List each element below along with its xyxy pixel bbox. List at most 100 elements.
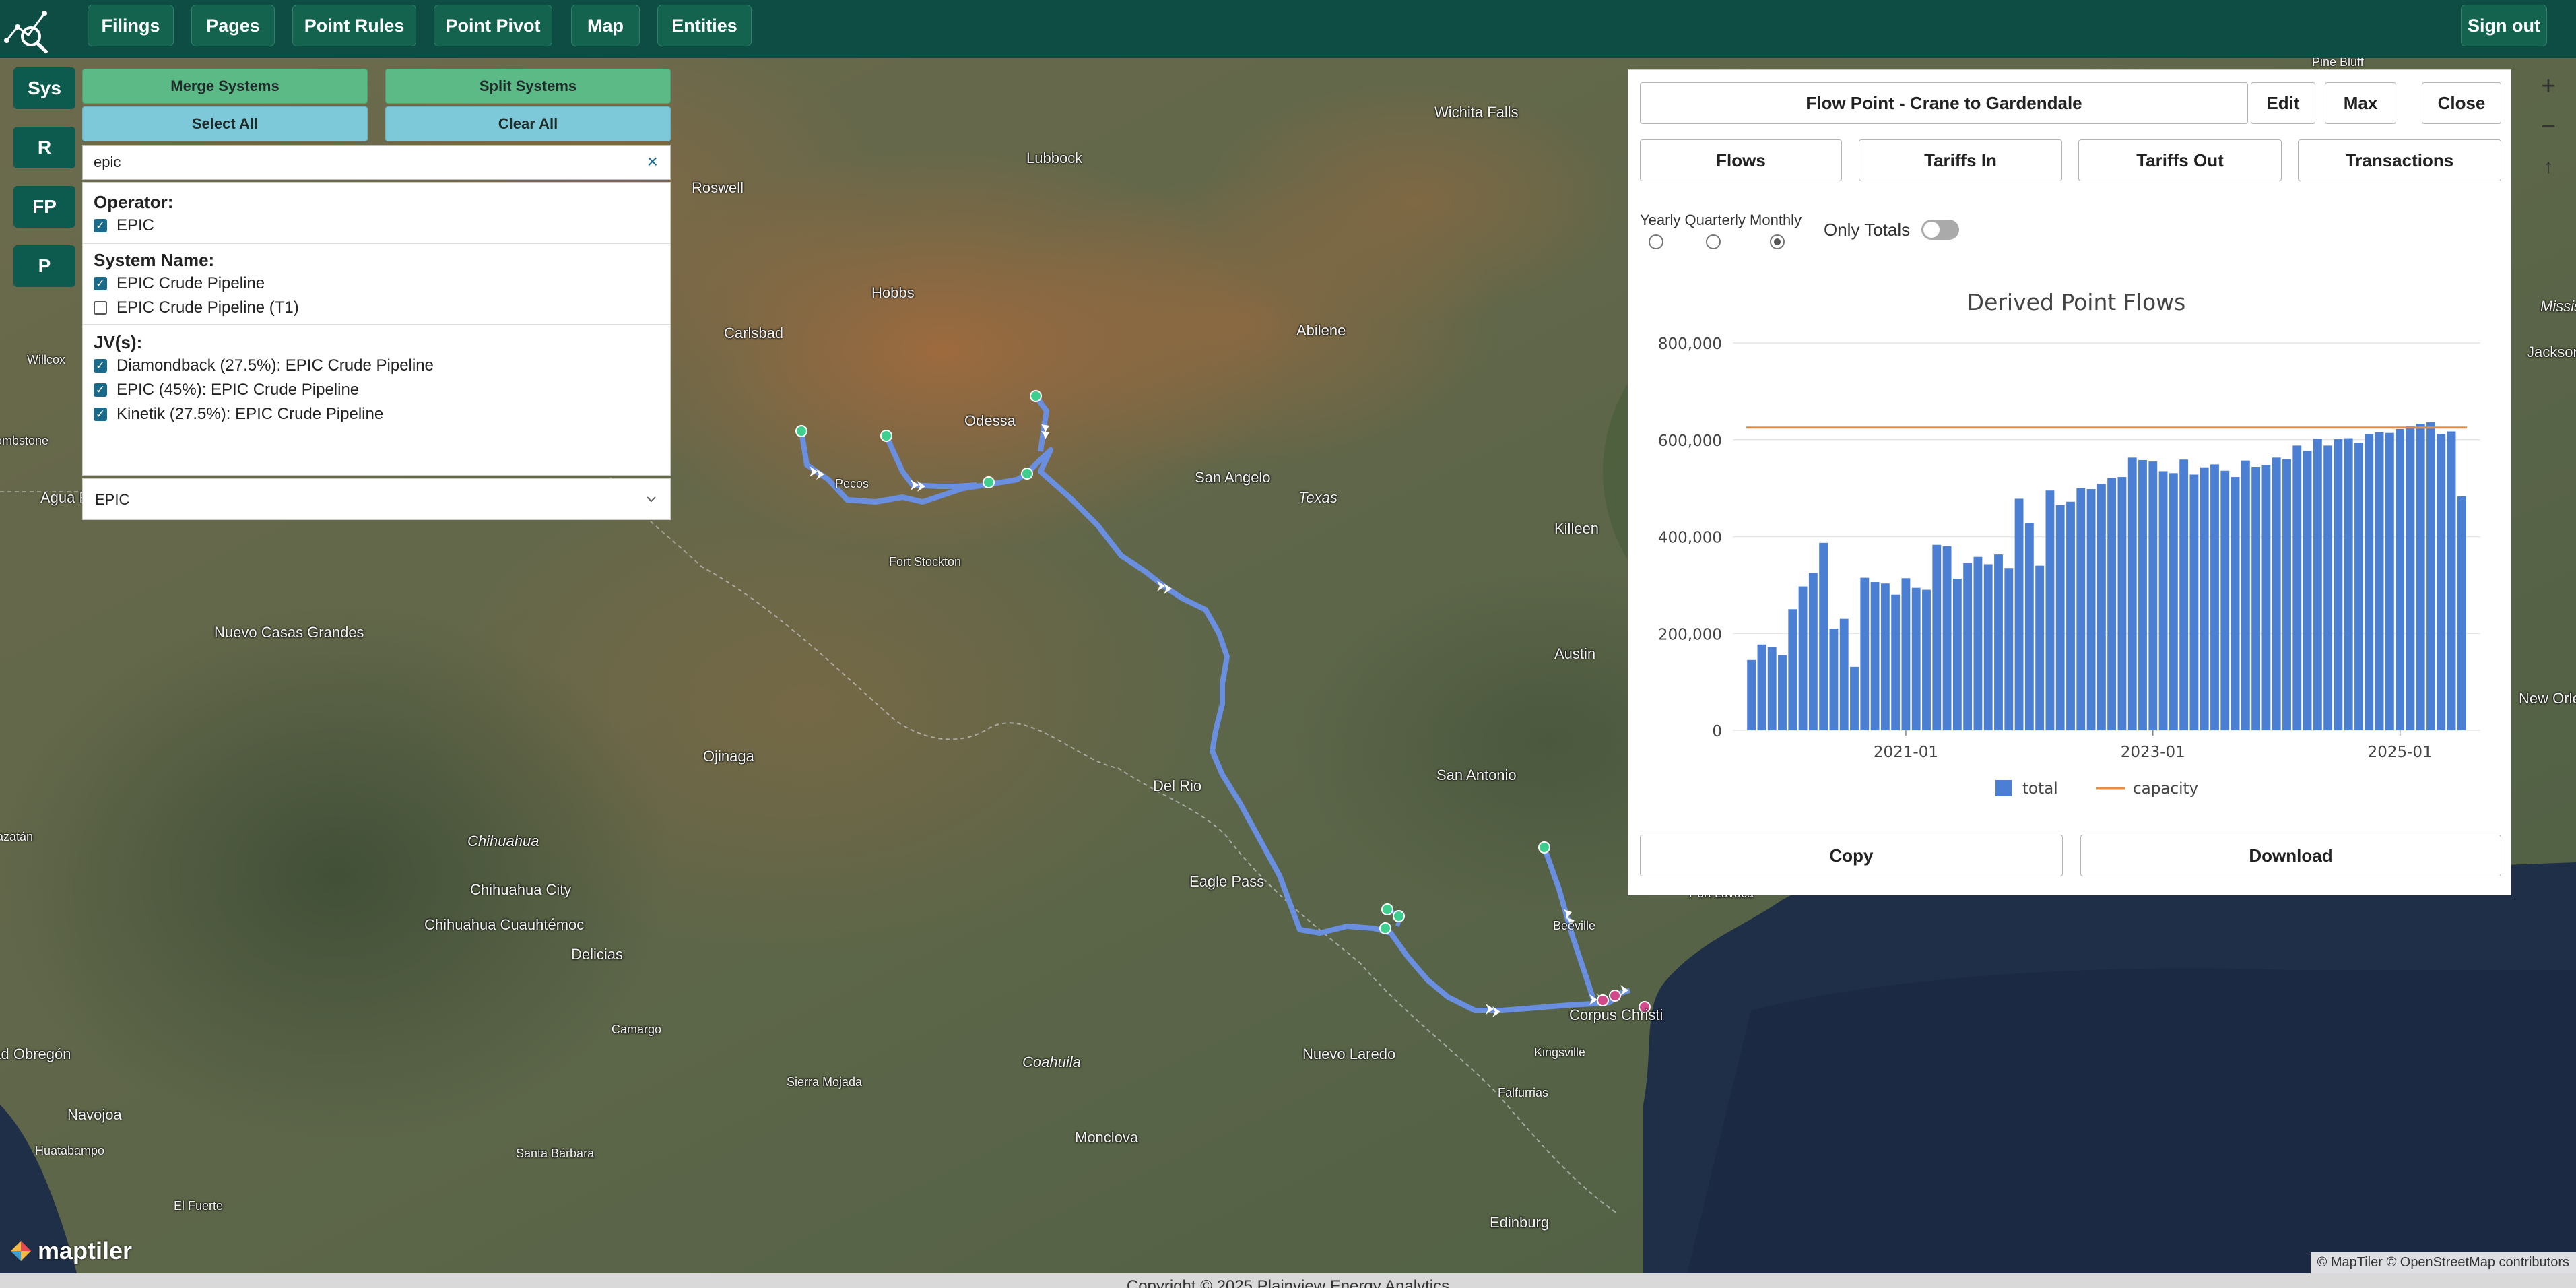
- bar: [1901, 578, 1911, 730]
- bar: [1808, 573, 1818, 730]
- x-tick-label: 2021-01: [1874, 744, 1938, 761]
- bar: [2179, 459, 2189, 730]
- nav-map[interactable]: Map: [571, 5, 640, 46]
- operator-heading: Operator:: [94, 192, 174, 212]
- city-label: Nuevo Laredo: [1302, 1045, 1396, 1062]
- system-option-label: EPIC Crude Pipeline: [117, 274, 265, 292]
- x-tick-label: 2023-01: [2121, 744, 2185, 761]
- close-button[interactable]: Close: [2422, 82, 2501, 124]
- clear-search-icon[interactable]: ×: [647, 151, 658, 172]
- tab-tariffs-out[interactable]: Tariffs Out: [2078, 139, 2282, 181]
- city-label: Sierra Mojada: [787, 1075, 863, 1089]
- bar: [2200, 467, 2209, 730]
- system-search-field[interactable]: epic ×: [82, 145, 671, 180]
- filter-panel: Operator: ✓ EPIC System Name: ✓ EPIC Cru…: [82, 182, 671, 476]
- bar: [2354, 443, 2363, 730]
- tab-transactions[interactable]: Transactions: [2298, 139, 2501, 181]
- bar: [1860, 577, 1870, 730]
- checkbox-checked-icon[interactable]: ✓: [94, 408, 107, 421]
- jv-option[interactable]: ✓ EPIC (45%): EPIC Crude Pipeline: [94, 381, 359, 399]
- search-input[interactable]: epic: [94, 154, 121, 170]
- city-label: Huatabampo: [35, 1144, 105, 1157]
- copy-button[interactable]: Copy: [1640, 835, 2063, 876]
- max-button[interactable]: Max: [2325, 82, 2396, 124]
- jv-option[interactable]: ✓ Diamondback (27.5%): EPIC Crude Pipeli…: [94, 356, 434, 375]
- bar: [2437, 434, 2446, 730]
- city-label: Roswell: [692, 179, 744, 196]
- jv-option[interactable]: ✓ Kinetik (27.5%): EPIC Crude Pipeline: [94, 405, 383, 424]
- system-select[interactable]: EPIC: [82, 478, 671, 520]
- city-label: Austin: [1554, 645, 1596, 662]
- bar: [2055, 505, 2065, 730]
- city-label: New Orleans: [2519, 690, 2576, 707]
- jv-option-label: EPIC (45%): EPIC Crude Pipeline: [117, 381, 360, 399]
- operator-option[interactable]: ✓ EPIC: [94, 216, 154, 235]
- maptiler-icon: [11, 1241, 31, 1261]
- nav-point-pivot[interactable]: Point Pivot: [434, 5, 552, 46]
- tab-flows[interactable]: Flows: [1640, 139, 1842, 181]
- checkbox-checked-icon[interactable]: ✓: [94, 219, 107, 232]
- city-label: Beeville: [1553, 919, 1596, 932]
- system-name-heading: System Name:: [94, 250, 215, 270]
- city-label: San Antonio: [1436, 767, 1517, 783]
- sign-out-button[interactable]: Sign out: [2461, 5, 2547, 46]
- bar: [1870, 582, 1880, 730]
- bar: [2313, 439, 2322, 730]
- checkbox-checked-icon[interactable]: ✓: [94, 383, 107, 397]
- city-label: Ojinaga: [703, 748, 754, 765]
- radio-monthly[interactable]: [1770, 234, 1785, 249]
- nav-point-rules[interactable]: Point Rules: [292, 5, 416, 46]
- side-tab-sys[interactable]: Sys: [13, 67, 75, 109]
- copyright-text: Copyright © 2025 Plainview Energy Analyt…: [1126, 1277, 1450, 1288]
- edit-button[interactable]: Edit: [2251, 82, 2315, 124]
- city-label: Kingsville: [1534, 1045, 1586, 1059]
- side-tab-r[interactable]: R: [13, 127, 75, 168]
- zoom-in-button[interactable]: +: [2540, 71, 2556, 100]
- city-label: Delicias: [571, 946, 624, 963]
- side-tab-fp[interactable]: FP: [13, 186, 75, 228]
- chart-title: Derived Point Flows: [1967, 289, 2186, 315]
- download-button[interactable]: Download: [2080, 835, 2501, 876]
- side-tab-p[interactable]: P: [13, 245, 75, 287]
- checkbox-unchecked-icon[interactable]: [94, 301, 107, 315]
- tab-tariffs-in[interactable]: Tariffs In: [1859, 139, 2062, 181]
- only-totals-toggle[interactable]: [1921, 220, 1959, 240]
- maptiler-logo[interactable]: maptiler: [9, 1237, 132, 1265]
- y-tick-label: 600,000: [1658, 432, 1722, 450]
- bar: [1891, 594, 1901, 730]
- radio-quarterly[interactable]: [1706, 234, 1721, 249]
- y-tick-label: 400,000: [1658, 529, 1722, 547]
- bar: [2251, 467, 2261, 730]
- city-label: Carlsbad: [724, 325, 784, 342]
- region-label: Coahuila: [1022, 1054, 1081, 1070]
- period-label: Yearly Quarterly Monthly: [1640, 212, 1802, 228]
- zoom-out-button[interactable]: −: [2540, 112, 2556, 141]
- radio-yearly[interactable]: [1649, 234, 1663, 249]
- bar: [2292, 445, 2302, 730]
- bar: [2138, 459, 2147, 730]
- system-option[interactable]: ✓ EPIC Crude Pipeline: [94, 274, 265, 293]
- clear-all-button[interactable]: Clear All: [385, 106, 671, 141]
- bar: [2416, 424, 2425, 730]
- city-label: Abilene: [1296, 322, 1346, 339]
- city-label: Eagle Pass: [1189, 873, 1265, 890]
- checkbox-checked-icon[interactable]: ✓: [94, 359, 107, 373]
- bar: [2282, 459, 2291, 730]
- bar: [1829, 629, 1839, 730]
- bar: [2004, 568, 2014, 730]
- chevron-down-icon[interactable]: [646, 495, 657, 503]
- city-label: Mazatán: [0, 830, 34, 843]
- system-option[interactable]: EPIC Crude Pipeline (T1): [94, 298, 299, 317]
- merge-systems-button[interactable]: Merge Systems: [82, 69, 368, 104]
- nav-entities[interactable]: Entities: [657, 5, 752, 46]
- compass-icon[interactable]: ↑: [2543, 156, 2554, 178]
- checkbox-checked-icon[interactable]: ✓: [94, 277, 107, 290]
- map-attribution[interactable]: © MapTiler © OpenStreetMap contributors: [2310, 1252, 2576, 1273]
- bar: [2231, 477, 2240, 730]
- split-systems-button[interactable]: Split Systems: [385, 69, 671, 104]
- divider: [83, 324, 670, 325]
- nav-filings[interactable]: Filings: [88, 5, 174, 46]
- app-logo-icon[interactable]: [4, 5, 53, 54]
- select-all-button[interactable]: Select All: [82, 106, 368, 141]
- nav-pages[interactable]: Pages: [191, 5, 275, 46]
